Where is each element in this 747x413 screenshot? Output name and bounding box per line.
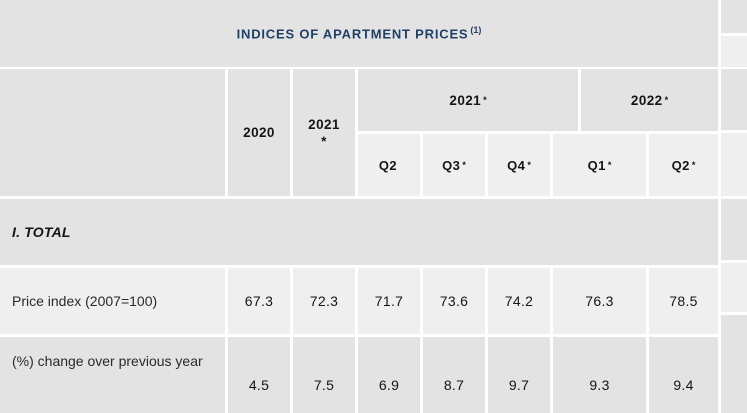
value-cell-2022q2: 78.5 [649, 268, 718, 334]
table-row-pct-change: (%) change over previous year 4.5 7.5 6.… [0, 337, 718, 413]
group-2021-asterisk: * [483, 95, 487, 105]
header-label-cell [0, 69, 225, 196]
year-column-2021: 2021 * [293, 69, 355, 196]
quarter-label: Q1 [587, 157, 606, 173]
value-cell-2021: 72.3 [293, 268, 355, 334]
row-label: Price index (2007=100) [0, 268, 225, 334]
value-cell-2022q2: 9.4 [649, 337, 718, 413]
value-cell-2021q4: 9.7 [488, 337, 550, 413]
table-title-text: INDICES OF APARTMENT PRICES [236, 26, 469, 42]
adjacent-table-cell [721, 263, 747, 312]
value-cell-2020: 4.5 [228, 337, 290, 413]
year-2021-label: 2021 [308, 116, 340, 132]
quarter-asterisk: * [691, 160, 696, 170]
adjacent-table-edge [721, 0, 747, 413]
quarter-header-q2-2021: Q2 [358, 134, 420, 196]
quarter-header-q4-2021: Q4 * [488, 134, 550, 196]
adjacent-table-cell [721, 69, 747, 130]
adjacent-table-cell [721, 36, 747, 67]
table-title-band: INDICES OF APARTMENT PRICES (1) [0, 0, 718, 67]
adjacent-table-cell [721, 199, 747, 260]
quarter-header-q2-2022: Q2 * [649, 134, 718, 196]
value-cell-2021q3: 8.7 [423, 337, 485, 413]
value-cell-2022q1: 76.3 [553, 268, 646, 334]
year-2021-asterisk: * [321, 133, 327, 149]
main-table: INDICES OF APARTMENT PRICES (1) 2020 2021… [0, 0, 718, 413]
section-row-total: I. TOTAL [0, 199, 718, 265]
quarter-header-q1-2022: Q1 * [553, 134, 646, 196]
year-column-2020: 2020 [228, 69, 290, 196]
quarter-row: Q2 Q3 * Q4 * Q1 * Q2 * [358, 134, 718, 196]
value-cell-2021q2: 71.7 [358, 268, 420, 334]
value-cell-2021q4: 74.2 [488, 268, 550, 334]
adjacent-table-cell [721, 0, 747, 33]
year-group-2022: 2022 * [581, 69, 718, 131]
adjacent-table-cell [721, 133, 747, 196]
quarter-asterisk: * [462, 160, 466, 170]
quarter-header-block: 2021 * 2022 * Q2 Q3 * Q4 * Q1 * Q2 * [358, 69, 718, 196]
value-cell-2021q3: 73.6 [423, 268, 485, 334]
quarter-label: Q2 [378, 157, 398, 173]
adjacent-table-cell [721, 315, 747, 413]
quarter-asterisk: * [607, 160, 612, 170]
value-cell-2021: 7.5 [293, 337, 355, 413]
quarter-label: Q3 [442, 157, 461, 173]
group-2022-label: 2022 [630, 92, 663, 108]
footnote-marker: (1) [470, 25, 482, 36]
group-2021-label: 2021 [449, 92, 482, 108]
table-header: 2020 2021 * 2021 * 2022 * Q2 Q3 * Q4 * Q1 * Q… [0, 69, 718, 196]
year-group-2021: 2021 * [358, 69, 578, 131]
group-2022-asterisk: * [664, 95, 669, 105]
quarter-label: Q4 [507, 157, 526, 173]
quarter-asterisk: * [527, 160, 531, 170]
year-group-row: 2021 * 2022 * [358, 69, 718, 131]
table-row-price-index: Price index (2007=100) 67.3 72.3 71.7 73… [0, 268, 718, 334]
value-cell-2021q2: 6.9 [358, 337, 420, 413]
value-cell-2022q1: 9.3 [553, 337, 646, 413]
year-2020-label: 2020 [243, 125, 275, 140]
section-label: I. TOTAL [12, 224, 71, 240]
quarter-label: Q2 [671, 157, 690, 173]
quarter-header-q3-2021: Q3 * [423, 134, 485, 196]
row-label: (%) change over previous year [0, 337, 225, 413]
value-cell-2020: 67.3 [228, 268, 290, 334]
table-title: INDICES OF APARTMENT PRICES (1) [237, 25, 482, 41]
